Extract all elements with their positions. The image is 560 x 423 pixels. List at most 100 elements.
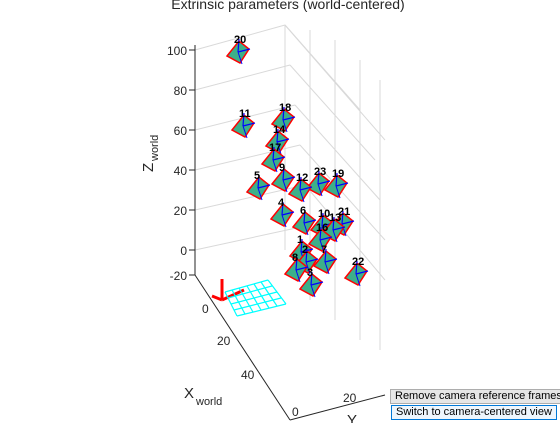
camera-axis-z: [305, 261, 311, 275]
camera-axis-x: [305, 258, 319, 263]
y-axis-label: Y: [347, 412, 357, 423]
camera-frame: 12: [287, 172, 313, 203]
camera-axis-y: [295, 256, 298, 271]
camera-axis-y: [319, 226, 322, 241]
camera-id-label: 12: [296, 172, 308, 184]
camera-axis-y: [324, 248, 327, 263]
camera-axis-x: [317, 180, 331, 185]
camera-id-label: 13: [329, 212, 341, 224]
camera-axis-y: [282, 106, 285, 121]
camera-axis-z: [310, 284, 316, 298]
camera-axis-x: [242, 122, 256, 127]
camera-frame: 22: [343, 256, 369, 287]
camera-axis-z: [355, 273, 361, 287]
camera-axis-z: [295, 269, 301, 283]
z-tick-label: 40: [174, 164, 188, 178]
camera-axis-x: [355, 270, 369, 275]
camera-axis-x: [237, 48, 251, 53]
camera-axis-y: [299, 176, 302, 191]
z-tick-label: 20: [174, 204, 188, 218]
camera-axis-y: [335, 172, 338, 187]
camera-axis-y: [276, 128, 279, 143]
world-origin-axes: [211, 279, 245, 302]
z-tick-label: -20: [170, 269, 188, 283]
camera-id-label: 21: [338, 206, 350, 218]
camera-axis-z: [281, 214, 287, 228]
x-axis-label-main: X: [184, 385, 194, 402]
camera-axis-z: [282, 179, 288, 193]
camera-axis-z: [276, 141, 282, 155]
camera-axis-y: [282, 166, 285, 181]
x-axis-label: X world: [184, 385, 222, 408]
camera-axis-z: [237, 51, 243, 65]
camera-id-label: 8: [292, 252, 298, 264]
checkerboard-grid: [224, 279, 287, 317]
camera-axis-x: [295, 266, 309, 271]
camera-id-label: 1: [297, 234, 303, 246]
camera-axis-x: [324, 258, 338, 263]
camera-id-label: 11: [239, 108, 251, 120]
camera-frame: 9: [270, 162, 296, 193]
y-tick-labels: 0 20: [292, 391, 357, 419]
camera-axis-y: [303, 209, 306, 224]
camera-axis-y: [332, 216, 335, 231]
camera-axis-x: [310, 281, 324, 286]
camera-id-label: 3: [307, 267, 313, 279]
camera-id-label: 10: [318, 208, 330, 220]
camera-frame: 16: [307, 222, 333, 253]
camera-frame: 11: [230, 108, 256, 139]
camera-axis-x: [299, 186, 313, 191]
camera-axis-z: [282, 119, 288, 133]
camera-axis-y: [237, 38, 240, 53]
camera-id-label: 4: [278, 197, 285, 209]
camera-axis-z: [335, 185, 341, 199]
camera-axis-z: [242, 125, 248, 139]
camera-frame: 6: [291, 205, 317, 236]
camera-frame: 7: [312, 244, 338, 275]
x-tick-labels: 0 20 40: [202, 302, 255, 382]
camera-axis-z: [317, 183, 323, 197]
camera-axis-y: [257, 174, 260, 189]
camera-axis-y: [321, 212, 324, 227]
camera-id-label: 6: [300, 205, 306, 217]
camera-id-label: 19: [332, 168, 344, 180]
z-tick-label: 80: [174, 84, 188, 98]
z-tick-label: 0: [180, 244, 187, 258]
camera-id-label: 22: [352, 256, 364, 268]
switch-camera-view-button[interactable]: Switch to camera-centered view: [391, 405, 557, 420]
camera-axis-y: [305, 248, 308, 263]
camera-axis-x: [276, 138, 290, 143]
camera-frame: 23: [305, 166, 331, 197]
camera-axis-x: [335, 182, 349, 187]
x-tick-label: 20: [217, 334, 231, 348]
camera-id-label: 16: [316, 222, 328, 234]
camera-axis-y: [300, 238, 303, 253]
camera-frame: 19: [323, 168, 349, 199]
camera-frame: 5: [245, 170, 271, 201]
camera-frame: 3: [298, 267, 324, 298]
y-tick-label: 0: [292, 405, 299, 419]
z-tick-label: 100: [167, 44, 187, 58]
camera-id-label: 9: [279, 162, 285, 174]
z-axis-label-sub: world: [149, 135, 161, 162]
camera-id-label: 20: [234, 34, 246, 46]
camera-frame: 8: [283, 252, 309, 283]
camera-axis-z: [272, 159, 278, 173]
camera-axis-z: [319, 239, 325, 253]
remove-camera-frames-button[interactable]: Remove camera reference frames: [390, 389, 560, 404]
camera-axis-z: [303, 222, 309, 236]
z-tick-label: 60: [174, 124, 188, 138]
camera-frame: 4: [269, 197, 295, 228]
axis-lines: [189, 45, 386, 421]
y-tick-label: 20: [343, 391, 357, 405]
camera-id-label: 17: [269, 142, 281, 154]
z-axis-label-main: Z: [140, 163, 157, 172]
camera-id-label: 5: [254, 170, 260, 182]
camera-axis-y: [310, 271, 313, 286]
camera-frame: 20: [225, 34, 251, 65]
camera-axis-x: [257, 184, 271, 189]
z-axis-label: Z world: [140, 135, 161, 172]
camera-axis-y: [281, 201, 284, 216]
